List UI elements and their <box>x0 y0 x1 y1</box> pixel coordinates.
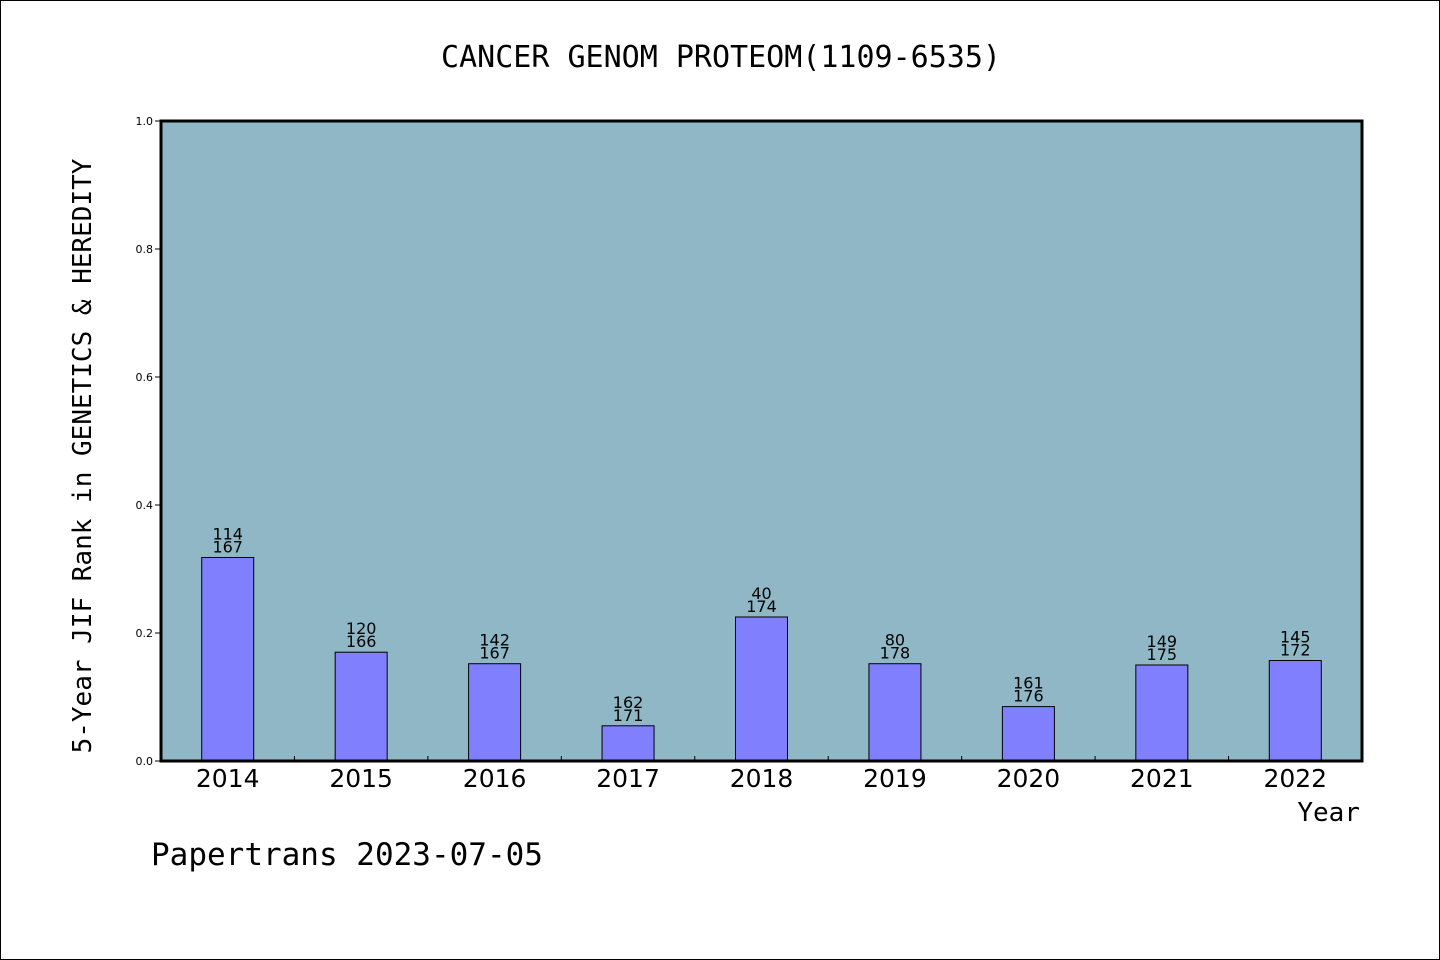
bar-total-label-2014: 167 <box>212 537 243 556</box>
bar-rank-label-2015: 120 <box>346 619 377 638</box>
footer-watermark: Papertrans 2023-07-05 <box>151 837 543 873</box>
chart-title: CANCER GENOM PROTEOM(1109-6535) <box>441 40 1001 75</box>
y-tick-label-0.0: 0.0 <box>136 755 154 768</box>
x-tick-label-2017: 2017 <box>596 764 660 793</box>
bar-total-label-2020: 176 <box>1013 687 1044 706</box>
x-tick-label-2014: 2014 <box>196 764 260 793</box>
x-tick-label-2019: 2019 <box>863 764 927 793</box>
bar-rank-label-2021: 149 <box>1147 632 1178 651</box>
plot-border <box>159 119 1364 763</box>
bar-2014 <box>201 556 255 762</box>
x-axis-label: Year <box>1297 798 1360 828</box>
bar-total-label-2017: 171 <box>613 706 644 725</box>
y-tick-label-0.4: 0.4 <box>136 499 154 512</box>
x-tick-label-2015: 2015 <box>329 764 393 793</box>
bar-2019 <box>868 663 922 762</box>
bar-rank-label-2018: 40 <box>751 584 771 603</box>
y-axis-label: 5-Year JIF Rank in GENETICS & HEREDITY <box>68 158 98 753</box>
bar-total-label-2021: 175 <box>1147 645 1178 664</box>
x-tick-label-2020: 2020 <box>997 764 1061 793</box>
bar-rank-label-2017: 162 <box>613 693 644 712</box>
bar-rank-label-2014: 114 <box>212 524 243 543</box>
bar-rank-label-2019: 80 <box>885 631 905 650</box>
x-tick-label-2016: 2016 <box>463 764 527 793</box>
bar-total-label-2015: 166 <box>346 632 377 651</box>
y-tick-label-0.8: 0.8 <box>136 243 154 256</box>
x-axis: 2014 2015 2016 2017 2018 2019 2020 2021 2022 <box>196 756 1327 793</box>
y-tick-label-0.2: 0.2 <box>136 627 154 640</box>
bar-2022 <box>1268 660 1322 762</box>
bar-2017 <box>601 725 655 762</box>
bar-2020 <box>1001 706 1055 762</box>
x-tick-label-2022: 2022 <box>1263 764 1327 793</box>
x-tick-label-2018: 2018 <box>730 764 794 793</box>
y-tick-label-0.6: 0.6 <box>136 371 154 384</box>
y-tick-label-1.0: 1.0 <box>136 115 154 128</box>
bars-group <box>201 556 1322 762</box>
bar-2021 <box>1135 664 1189 762</box>
x-tick-label-2021: 2021 <box>1130 764 1194 793</box>
bar-rank-label-2022: 145 <box>1280 628 1311 647</box>
bar-rank-label-2016: 142 <box>479 631 510 650</box>
bar-2015 <box>334 651 388 762</box>
bar-total-label-2019: 178 <box>880 644 911 663</box>
bar-total-label-2022: 172 <box>1280 641 1311 660</box>
bar-rank-label-2020: 161 <box>1013 674 1044 693</box>
bar-2018 <box>735 616 788 762</box>
y-axis: 0.0 0.2 0.4 0.6 0.8 1.0 <box>136 115 161 768</box>
bar-total-label-2016: 167 <box>479 644 510 663</box>
bar-total-label-2018: 174 <box>746 597 777 616</box>
bar-2016 <box>468 663 522 762</box>
